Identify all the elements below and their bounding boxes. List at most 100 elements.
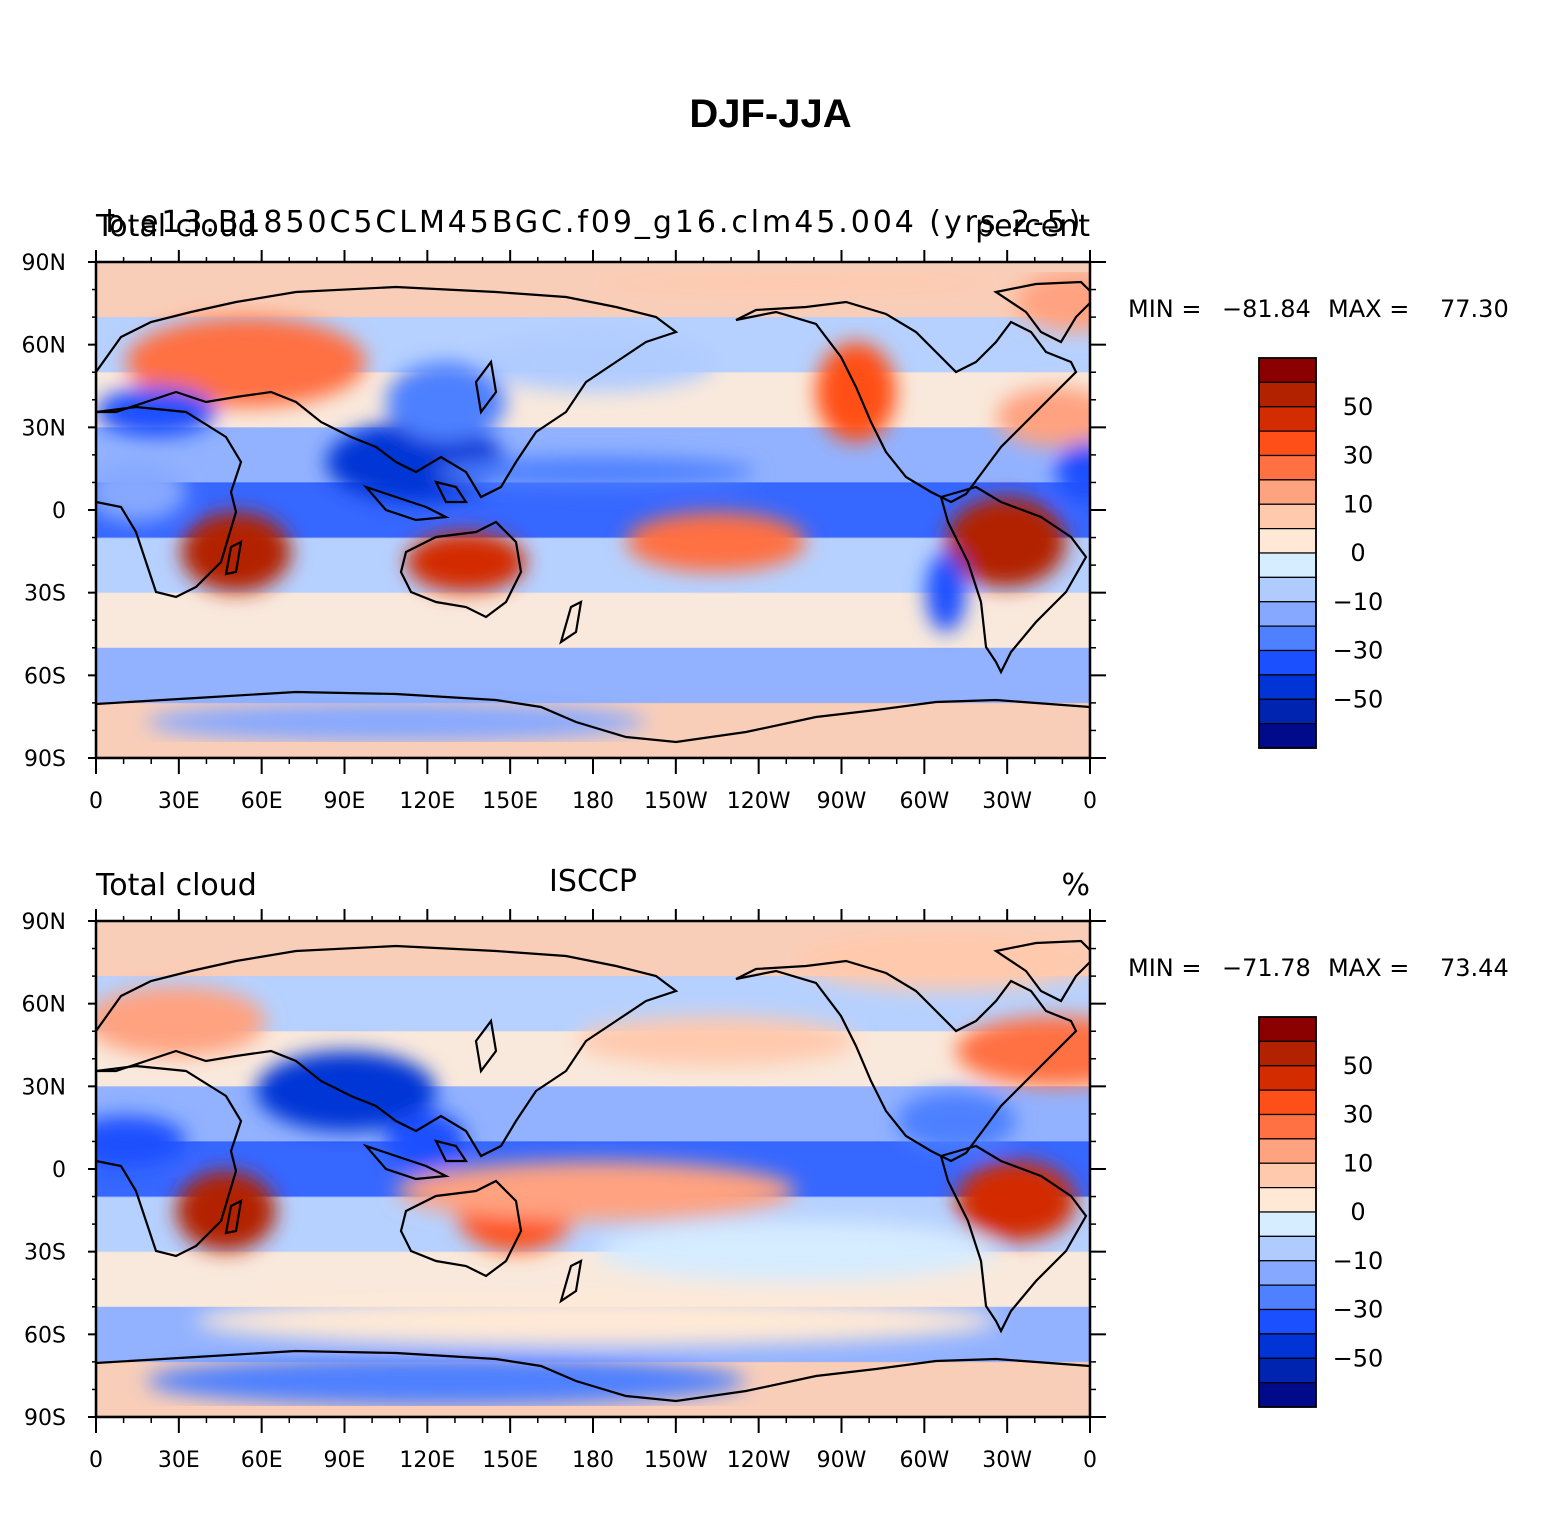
colorbar-box — [1258, 1016, 1317, 1042]
lon-tick-label: 150E — [482, 789, 538, 814]
anomaly-region — [816, 342, 896, 442]
anomaly-field — [96, 921, 1090, 1417]
latitude-band — [96, 592, 1090, 649]
lon-tick-label: 30E — [158, 789, 200, 814]
colorbar-box — [1258, 723, 1317, 749]
lon-tick-label: 180 — [572, 789, 614, 814]
colorbar-box — [1258, 1308, 1317, 1335]
lat-tick-label: 0 — [52, 499, 66, 524]
colorbar-box — [1258, 674, 1317, 700]
colorbar-label: 50 — [1343, 393, 1374, 421]
lon-tick-label: 0 — [1083, 789, 1097, 814]
anomaly-region — [96, 1116, 186, 1166]
lon-tick-label: 120W — [727, 1448, 791, 1473]
lon-tick-label: 60E — [241, 789, 283, 814]
colorbar-label: 10 — [1343, 1149, 1374, 1177]
anomaly-region — [96, 387, 216, 437]
colorbar-frame — [1258, 357, 1317, 749]
colorbar-label: 0 — [1350, 539, 1365, 567]
lat-tick-label: 90N — [22, 251, 66, 276]
colorbar-box — [1258, 1235, 1317, 1262]
colorbar-label: 30 — [1343, 442, 1374, 470]
anomaly-region — [96, 462, 186, 522]
colorbar-box — [1258, 381, 1317, 408]
lon-tick-label: 120E — [399, 1448, 455, 1473]
panel-left-label: Total cloud — [95, 868, 257, 903]
min-label: MIN = — [1128, 954, 1201, 982]
anomaly-region — [956, 1016, 1090, 1086]
anomaly-region — [176, 1171, 276, 1251]
lon-tick-label: 60W — [899, 1448, 949, 1473]
lon-tick-label: 90W — [817, 1448, 867, 1473]
lon-tick-label: 30W — [982, 1448, 1032, 1473]
anomaly-region — [596, 272, 996, 292]
anomaly-field — [96, 262, 1090, 758]
colorbar-label: 0 — [1350, 1198, 1365, 1226]
colorbar-box — [1258, 649, 1317, 676]
anomaly-region — [896, 1091, 1016, 1151]
anomaly-region — [196, 1296, 996, 1346]
colorbar-label: 10 — [1343, 490, 1374, 518]
max-value: 77.30 — [1440, 295, 1509, 323]
colorbar-box — [1258, 1089, 1317, 1116]
colorbar-box — [1258, 406, 1317, 432]
colorbar-box — [1258, 1211, 1317, 1237]
colorbar-label: −30 — [1333, 1296, 1384, 1324]
panel-right-label: % — [1061, 868, 1090, 903]
lon-tick-label: 120E — [399, 789, 455, 814]
lon-tick-label: 90W — [817, 789, 867, 814]
page-title: DJF-JJA — [689, 92, 852, 136]
lon-tick-label: 150W — [644, 789, 708, 814]
lat-tick-label: 60N — [22, 334, 66, 359]
lat-tick-label: 30S — [24, 582, 66, 607]
lon-tick-label: 30W — [982, 789, 1032, 814]
colorbar-label: −10 — [1333, 1247, 1384, 1275]
lon-tick-label: 60E — [241, 1448, 283, 1473]
latitude-band — [96, 262, 1090, 319]
lon-tick-label: 90E — [324, 789, 366, 814]
anomaly-region — [146, 1356, 746, 1406]
colorbar-label: −50 — [1333, 1344, 1384, 1372]
anomaly-region — [436, 457, 756, 487]
panel-center-label: b.e13.B1850C5CLM45BGC.f09_g16.clm45.004 … — [106, 205, 1081, 240]
anomaly-region — [596, 1221, 996, 1281]
lat-tick-label: 90S — [24, 1406, 66, 1431]
colorbar-label: −50 — [1333, 685, 1384, 713]
colorbar-label: 50 — [1343, 1052, 1374, 1080]
colorbar-frame — [1258, 1016, 1317, 1408]
anomaly-region — [956, 1161, 1076, 1241]
colorbar-box — [1258, 1333, 1317, 1359]
lon-tick-label: 30E — [158, 1448, 200, 1473]
anomaly-region — [126, 317, 366, 407]
panel-left-label: Total cloud — [95, 209, 257, 244]
lon-tick-label: 0 — [89, 1448, 103, 1473]
anomaly-region — [326, 422, 506, 502]
anomaly-region — [996, 387, 1090, 447]
colorbar-box — [1258, 1357, 1317, 1384]
lat-tick-label: 0 — [52, 1158, 66, 1183]
map-panel-1: 90N 60N 30N 0 30S 60S 90S 0 30E 60E 90E 120E 150E 180… — [22, 205, 1509, 814]
colorbar-box — [1258, 430, 1317, 457]
colorbar-box — [1258, 576, 1317, 603]
lon-tick-label: 0 — [1083, 1448, 1097, 1473]
colorbar-box — [1258, 1065, 1317, 1091]
anomaly-region — [926, 552, 966, 632]
colorbar-box — [1258, 601, 1317, 627]
colorbar-box — [1258, 454, 1317, 481]
colorbar-box — [1258, 1260, 1317, 1286]
lon-tick-label: 90E — [324, 1448, 366, 1473]
colorbar-box — [1258, 528, 1317, 554]
colorbar-box — [1258, 357, 1317, 383]
lat-tick-label: 90S — [24, 747, 66, 772]
colorbar-label: −10 — [1333, 588, 1384, 616]
colorbar-label: 30 — [1343, 1101, 1374, 1129]
min-label: MIN = — [1128, 295, 1201, 323]
anomaly-region — [1016, 272, 1090, 332]
anomaly-region — [576, 1016, 856, 1066]
anomaly-region — [476, 332, 716, 392]
colorbar-box — [1258, 552, 1317, 578]
anomaly-region — [96, 986, 266, 1056]
colorbar-box — [1258, 503, 1317, 530]
min-value: −71.78 — [1222, 954, 1311, 982]
